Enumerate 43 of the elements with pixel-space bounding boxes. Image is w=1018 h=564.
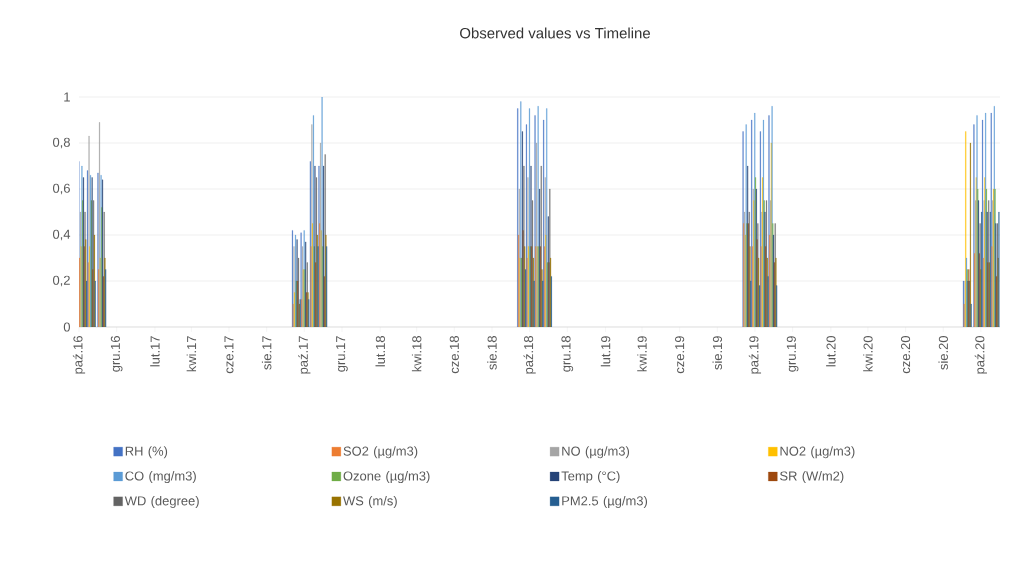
x-tick-label: paź.17 — [298, 336, 311, 374]
x-tick-label: kwi.20 — [863, 336, 873, 372]
x-tick-label: sie.19 — [712, 336, 723, 370]
y-tick-label: 0 — [63, 322, 70, 332]
legend-label: PM2.5 (µg/m3) — [562, 495, 648, 508]
x-tick-label: kwi.19 — [637, 336, 647, 372]
legend-label: WD (degree) — [124, 495, 199, 508]
x-tick-label: gru.16 — [110, 336, 123, 372]
y-tick-label: 0,6 — [52, 183, 70, 195]
x-tick-label: paź.18 — [523, 336, 536, 374]
legend-label: CO (mg/m3) — [125, 471, 196, 484]
x-tick-label: gru.19 — [786, 336, 799, 372]
x-tick-label: sie.18 — [487, 336, 497, 370]
legend-label: RH (%) — [125, 446, 168, 459]
legend-label: NO (µg/m3) — [562, 446, 630, 459]
x-tick-label: kwi.17 — [186, 336, 197, 372]
chart-title: Observed values vs Timeline — [460, 27, 650, 39]
x-tick-label: kwi.18 — [411, 336, 422, 372]
x-tick-label: paź.16 — [72, 336, 86, 374]
x-tick-label: cze.18 — [449, 336, 459, 374]
y-tick-label: 0,8 — [52, 137, 70, 149]
y-tick-label: 1 — [64, 92, 70, 102]
x-tick-label: cze.17 — [224, 336, 234, 374]
legend-label: NO2 (µg/m3) — [780, 446, 855, 459]
x-tick-label: cze.20 — [900, 336, 911, 374]
y-tick-label: 0,2 — [52, 275, 70, 287]
x-tick-label: lut.17 — [150, 336, 160, 367]
x-tick-label: gru.18 — [561, 336, 574, 372]
legend-label: SO2 (µg/m3) — [343, 446, 418, 459]
x-tick-label: gru.17 — [336, 336, 348, 372]
x-tick-label: paź.19 — [748, 336, 762, 374]
legend-label: Ozone (µg/m3) — [343, 471, 430, 484]
legend-label: Temp (°C) — [561, 471, 620, 484]
x-tick-label: cze.19 — [675, 336, 685, 374]
x-tick-label: lut.18 — [375, 336, 385, 367]
legend-label: SR (W/m2) — [780, 471, 844, 484]
x-tick-label: paź.20 — [974, 336, 987, 374]
y-tick-label: 0,4 — [52, 229, 71, 241]
x-tick-label: lut.19 — [600, 336, 611, 367]
x-tick-label: sie.17 — [261, 336, 272, 370]
x-tick-label: lut.20 — [826, 336, 836, 367]
x-tick-label: sie.20 — [938, 336, 948, 370]
legend-label: WS (m/s) — [343, 495, 397, 508]
